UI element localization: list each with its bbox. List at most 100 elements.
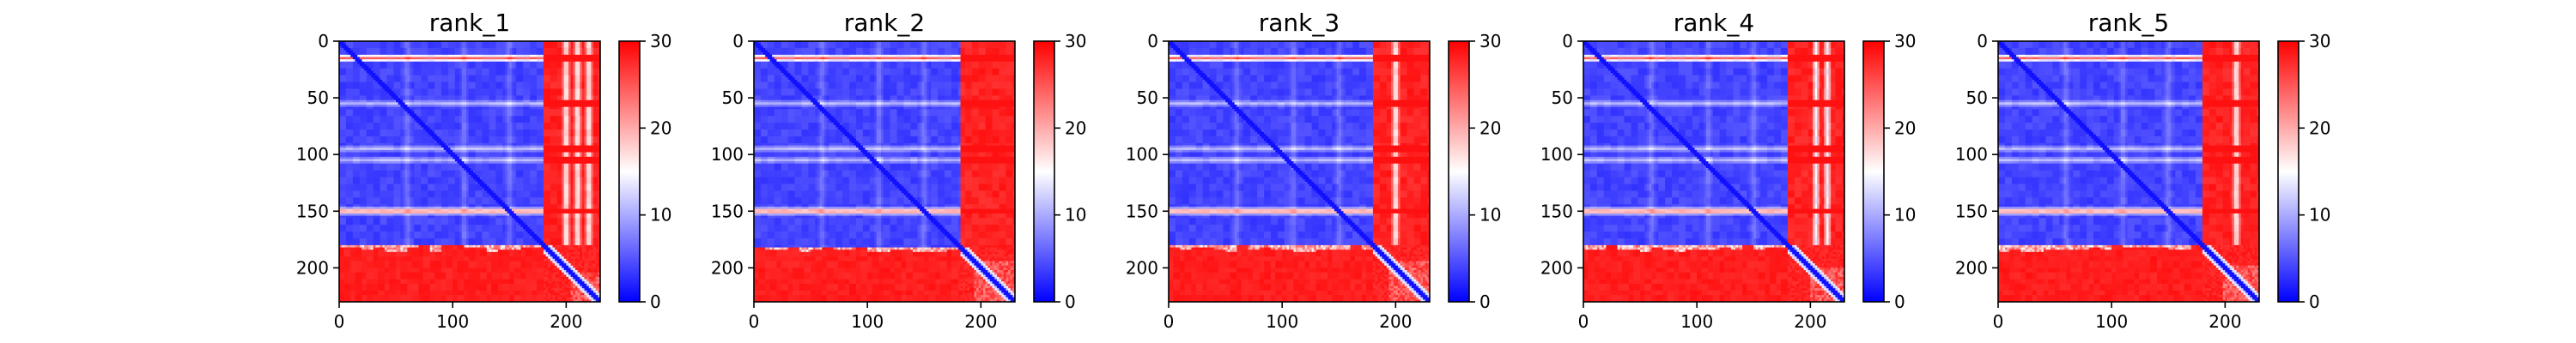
heatmap-cell bbox=[582, 52, 585, 55]
heatmap-cell bbox=[432, 45, 434, 48]
heatmap-cell bbox=[582, 59, 585, 62]
heatmap-cell bbox=[541, 75, 544, 78]
heatmap-cell bbox=[444, 73, 447, 75]
heatmap-cell bbox=[491, 59, 494, 62]
heatmap-cell bbox=[346, 57, 349, 60]
heatmap-cell bbox=[471, 57, 473, 60]
heatmap-cell bbox=[343, 57, 346, 60]
heatmap-cell bbox=[596, 69, 598, 71]
heatmap-cell bbox=[371, 80, 374, 82]
heatmap-cell bbox=[350, 70, 353, 73]
heatmap-cell bbox=[519, 70, 521, 73]
heatmap-cell bbox=[437, 55, 440, 57]
heatmap-cell bbox=[380, 66, 383, 69]
heatmap-cell bbox=[550, 62, 553, 64]
heatmap-cell bbox=[523, 45, 526, 48]
heatmap-cell bbox=[457, 55, 459, 57]
heatmap-cell bbox=[412, 66, 415, 69]
heatmap-cell bbox=[423, 70, 426, 73]
heatmap-cell bbox=[546, 77, 549, 80]
heatmap-cell bbox=[389, 77, 392, 80]
heatmap-cell bbox=[342, 69, 344, 71]
heatmap-cell bbox=[519, 66, 521, 69]
heatmap-cell bbox=[480, 51, 483, 53]
heatmap-cell bbox=[425, 75, 428, 78]
heatmap-cell bbox=[419, 70, 422, 73]
heatmap-cell bbox=[346, 59, 349, 62]
heatmap-cell bbox=[414, 59, 416, 62]
heatmap-cell bbox=[512, 51, 514, 53]
heatmap-cell bbox=[462, 77, 465, 80]
heatmap-cell bbox=[355, 75, 358, 78]
heatmap-cell bbox=[405, 44, 408, 46]
heatmap-cell bbox=[516, 44, 519, 46]
heatmap-cell bbox=[393, 57, 396, 60]
heatmap-cell bbox=[471, 73, 473, 75]
heatmap-cell bbox=[434, 62, 437, 64]
heatmap-cell bbox=[425, 45, 428, 48]
heatmap-cell bbox=[385, 70, 387, 73]
heatmap-cell bbox=[343, 45, 346, 48]
heatmap-cell bbox=[353, 52, 355, 55]
heatmap-cell bbox=[505, 70, 507, 73]
heatmap-cell bbox=[566, 75, 568, 78]
heatmap-cell bbox=[403, 52, 405, 55]
heatmap-cell bbox=[364, 62, 367, 64]
heatmap-cell bbox=[546, 45, 549, 48]
heatmap-cell bbox=[473, 77, 476, 80]
heatmap-cell bbox=[434, 69, 437, 71]
heatmap-cell bbox=[539, 73, 542, 75]
heatmap-cell bbox=[483, 73, 485, 75]
heatmap-cell bbox=[380, 45, 383, 48]
heatmap-cell bbox=[527, 51, 530, 53]
heatmap-cell bbox=[523, 51, 526, 53]
heatmap-cell bbox=[573, 57, 575, 60]
heatmap-cell bbox=[462, 44, 465, 46]
heatmap-cell bbox=[532, 77, 535, 80]
heatmap-cell bbox=[371, 52, 374, 55]
heatmap-cell bbox=[346, 70, 349, 73]
heatmap-cell bbox=[455, 44, 458, 46]
heatmap-cell bbox=[430, 48, 433, 51]
heatmap-cell bbox=[578, 48, 580, 51]
heatmap-cell bbox=[491, 48, 494, 51]
heatmap-cell bbox=[342, 70, 344, 73]
heatmap-cell bbox=[534, 62, 537, 64]
heatmap-cell bbox=[512, 69, 514, 71]
heatmap-cell bbox=[520, 75, 523, 78]
heatmap-cell bbox=[439, 55, 441, 57]
heatmap-cell bbox=[346, 77, 349, 80]
heatmap-cell bbox=[523, 63, 526, 66]
heatmap-cell bbox=[462, 73, 465, 75]
heatmap-cell bbox=[392, 48, 394, 51]
heatmap-cell bbox=[534, 52, 537, 55]
heatmap-cell bbox=[596, 63, 598, 66]
heatmap-cell bbox=[342, 48, 344, 51]
heatmap-cell bbox=[505, 59, 507, 62]
heatmap-cell bbox=[505, 77, 507, 80]
heatmap-cell bbox=[562, 62, 564, 64]
heatmap-cell bbox=[520, 63, 523, 66]
heatmap-cell bbox=[483, 44, 485, 46]
heatmap-cell bbox=[378, 66, 380, 69]
heatmap-cell bbox=[495, 52, 498, 55]
heatmap-cell bbox=[464, 70, 466, 73]
heatmap-cell bbox=[403, 62, 405, 64]
heatmap-cell bbox=[509, 48, 512, 51]
heatmap-cell bbox=[374, 75, 376, 78]
heatmap-cell bbox=[491, 77, 494, 80]
heatmap-cell bbox=[349, 70, 351, 73]
heatmap-cell bbox=[407, 59, 410, 62]
heatmap-cell bbox=[428, 45, 430, 48]
heatmap-cell bbox=[423, 55, 426, 57]
heatmap-cell bbox=[580, 52, 582, 55]
heatmap-cell bbox=[410, 57, 412, 60]
heatmap-cell bbox=[546, 44, 549, 46]
heatmap-cell bbox=[355, 80, 358, 82]
heatmap-cell bbox=[375, 52, 378, 55]
heatmap-cell bbox=[455, 57, 458, 60]
heatmap-cell bbox=[562, 45, 564, 48]
heatmap-cell bbox=[466, 75, 469, 78]
heatmap-cell bbox=[403, 48, 405, 51]
heatmap-cell bbox=[541, 55, 544, 57]
